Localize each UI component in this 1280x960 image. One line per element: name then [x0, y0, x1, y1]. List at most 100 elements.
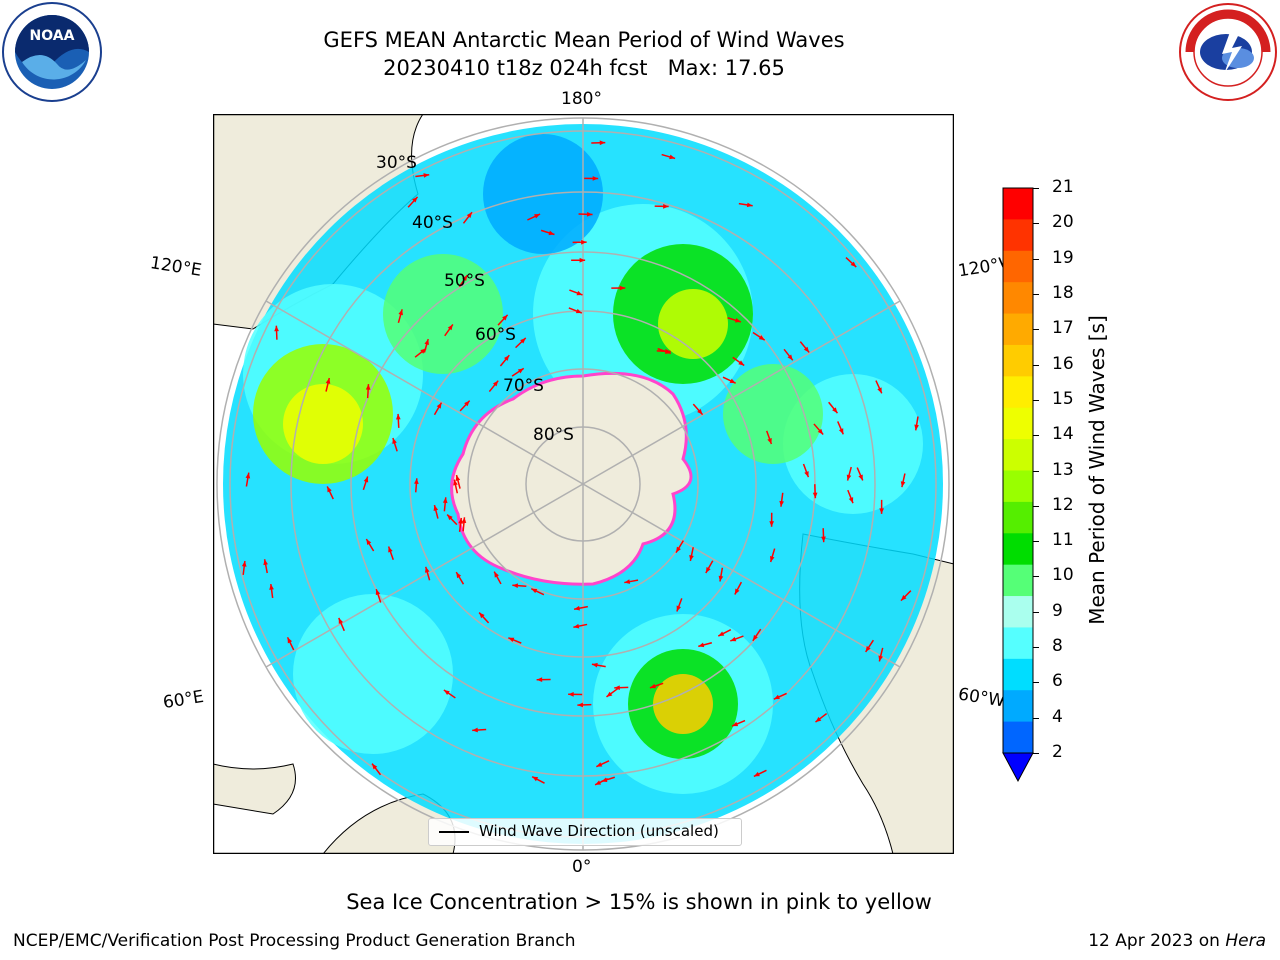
wind-wave-arrow	[657, 347, 672, 355]
colorbar-tick-label: 18	[1052, 282, 1074, 303]
wind-wave-arrow	[442, 497, 448, 512]
wave-period-field	[658, 289, 728, 359]
wind-wave-arrow	[530, 588, 545, 596]
wind-wave-arrow	[325, 377, 331, 392]
wind-wave-arrow	[732, 356, 745, 367]
wind-wave-arrow	[338, 617, 345, 632]
wind-wave-arrow	[531, 775, 545, 784]
wind-wave-arrow	[493, 571, 502, 585]
wind-wave-arrow	[698, 642, 713, 648]
wind-wave-arrow	[821, 528, 826, 543]
wind-wave-arrow	[446, 514, 458, 526]
colorbar-tick-mark	[1033, 682, 1039, 684]
land-africa	[213, 763, 296, 815]
wind-wave-arrow	[727, 317, 742, 323]
wind-wave-arrow	[459, 400, 471, 412]
colorbar-title: Mean Period of Wind Waves [s]	[1085, 315, 1109, 625]
wave-period-field	[653, 674, 713, 734]
wind-wave-arrow	[577, 702, 592, 708]
colorbar-tick-label: 9	[1052, 600, 1063, 621]
colorbar-tick-label: 16	[1052, 353, 1074, 374]
legend-label: Wind Wave Direction (unscaled)	[479, 822, 719, 840]
wind-wave-arrow	[458, 274, 468, 288]
colorbar-tick-label: 6	[1052, 671, 1063, 692]
colorbar-tick-mark	[1033, 258, 1039, 260]
wind-wave-arrow	[738, 202, 753, 208]
wind-wave-arrow	[596, 760, 610, 768]
wind-wave-arrow	[375, 588, 382, 603]
colorbar-segment	[1003, 501, 1033, 534]
wind-wave-arrow	[365, 384, 371, 399]
wind-wave-arrow	[654, 204, 669, 209]
footer-date-text: 12 Apr 2023 on	[1088, 931, 1220, 951]
wind-wave-arrow	[443, 689, 456, 699]
wind-wave-arrow	[845, 257, 857, 268]
wind-wave-arrow	[478, 612, 490, 624]
wind-wave-arrow	[591, 662, 606, 668]
wind-wave-arrow	[692, 403, 704, 416]
colorbar-segment	[1003, 344, 1033, 377]
wave-period-field	[723, 364, 823, 464]
colorbar-tick-label: 11	[1052, 530, 1074, 551]
colorbar-tick-label: 15	[1052, 388, 1074, 409]
legend-line-swatch	[439, 831, 469, 833]
noaa-logo-text: NOAA	[30, 28, 75, 44]
wind-wave-arrow	[245, 472, 251, 487]
colorbar-segment	[1003, 313, 1033, 346]
wind-wave-arrow	[649, 682, 664, 689]
wind-wave-arrow	[453, 479, 459, 494]
colorbar-segment	[1003, 721, 1033, 754]
colorbar-tick-label: 10	[1052, 565, 1074, 586]
colorbar-tick-mark	[1033, 505, 1039, 507]
wind-wave-arrow	[914, 416, 919, 431]
wind-wave-arrow	[397, 309, 403, 323]
wind-wave-arrow	[536, 677, 551, 682]
wind-wave-arrow	[512, 583, 527, 588]
meridian-line	[582, 300, 901, 485]
lat-label-50s: 50°S	[444, 271, 485, 291]
colorbar-extend-arrow	[1002, 752, 1034, 783]
colorbar-tick-mark	[1033, 188, 1039, 189]
colorbar-segment	[1003, 658, 1033, 691]
wind-wave-arrow	[837, 421, 844, 435]
title-line-2: 20230410 t18z 024h fcst Max: 17.65	[383, 56, 785, 80]
colorbar-segment	[1003, 439, 1033, 471]
colorbar-tick-label: 12	[1052, 494, 1074, 515]
wind-wave-arrow	[571, 257, 586, 263]
wave-period-field	[383, 254, 503, 374]
colorbar-tick-label: 20	[1052, 212, 1074, 233]
nws-logo	[1178, 2, 1278, 102]
wind-wave-arrow	[752, 628, 762, 642]
meridian-line	[265, 300, 584, 485]
wind-wave-arrow	[573, 623, 588, 629]
colorbar-segment	[1003, 533, 1033, 566]
wind-wave-arrow	[815, 712, 828, 723]
wind-wave-arrow	[387, 546, 394, 561]
wind-wave-arrow	[601, 776, 615, 783]
wind-wave-arrow	[488, 380, 499, 393]
wind-wave-arrow	[614, 685, 629, 691]
colorbar-segment	[1003, 188, 1033, 220]
wind-wave-arrow	[326, 486, 334, 500]
wind-wave-arrow	[718, 567, 724, 582]
wind-wave-arrow	[676, 598, 683, 612]
wind-wave-arrow	[415, 173, 430, 178]
map-panel	[212, 113, 955, 855]
wind-wave-arrow	[769, 548, 776, 563]
colorbar	[1000, 186, 1040, 786]
wind-wave-arrow	[365, 538, 375, 552]
lon-label-60e: 60°E	[161, 686, 206, 714]
colorbar-segment	[1003, 407, 1033, 440]
title-line-1: GEFS MEAN Antarctic Mean Period of Wind …	[323, 28, 845, 52]
wave-period-field	[293, 594, 453, 754]
wind-wave-arrow	[661, 153, 676, 160]
meridian-line	[265, 483, 584, 668]
wind-wave-arrow	[263, 559, 268, 574]
wind-wave-arrow	[572, 239, 587, 245]
wind-wave-arrow	[540, 229, 555, 236]
wind-wave-arrow	[591, 140, 606, 146]
wind-wave-arrow	[611, 285, 626, 291]
wind-wave-arrow	[847, 489, 854, 504]
colorbar-segment	[1003, 376, 1033, 409]
colorbar-tick-mark	[1033, 364, 1039, 366]
